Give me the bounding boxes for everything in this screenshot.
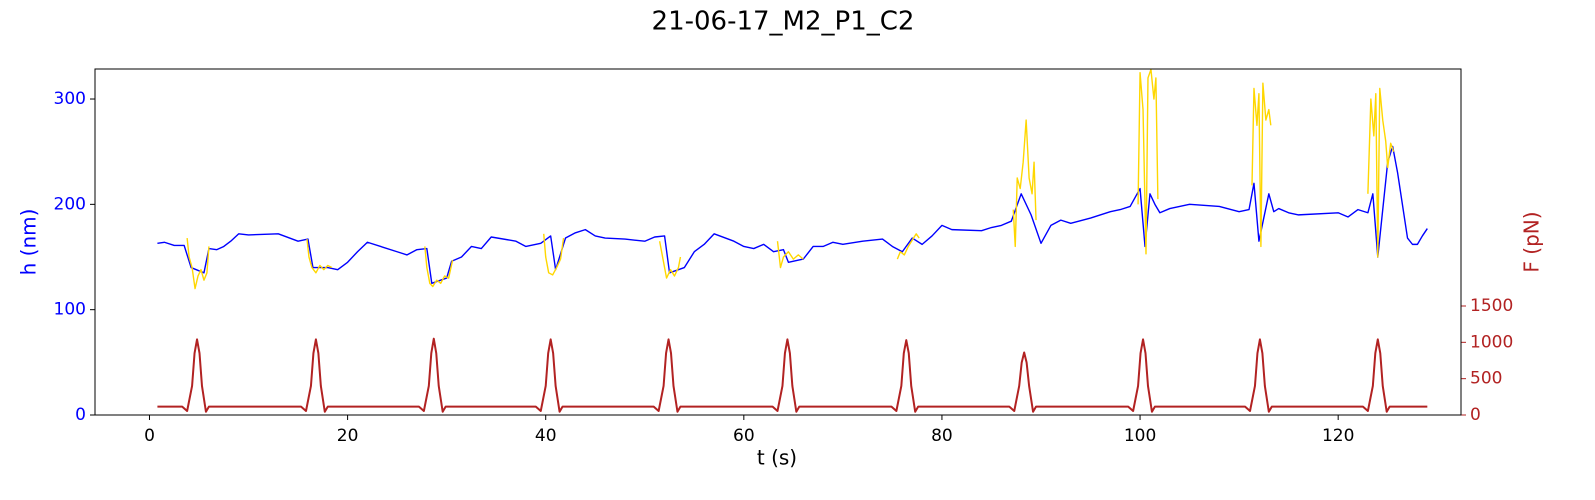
x-tick-label: 100 [1124,426,1156,446]
y-tick-label: 100 [54,300,86,320]
x-tick-label: 80 [931,426,953,446]
y-tick-label: 0 [75,405,86,425]
y-tick-label: 200 [54,194,86,214]
x-tick-label: 120 [1322,426,1354,446]
y2-tick-label: 1000 [1470,332,1513,352]
series-line [186,68,1395,290]
y2-tick-label: 0 [1470,405,1481,425]
x-tick-label: 60 [733,426,755,446]
x-tick-label: 40 [535,426,557,446]
y-axis-label: h (nm) [17,209,41,276]
chart-title: 21-06-17_M2_P1_C2 [652,7,915,37]
y2-axis-label: F (pN) [1520,211,1544,272]
y2-tick-label: 500 [1470,369,1502,389]
series-line [157,145,1428,285]
y-tick-label: 300 [54,89,86,109]
x-tick-label: 20 [337,426,359,446]
plot-frame [94,68,1462,416]
x-tick-label: 0 [144,426,155,446]
series-line [157,337,1428,413]
y2-tick-label: 1500 [1470,296,1513,316]
x-axis-label: t (s) [757,446,797,470]
